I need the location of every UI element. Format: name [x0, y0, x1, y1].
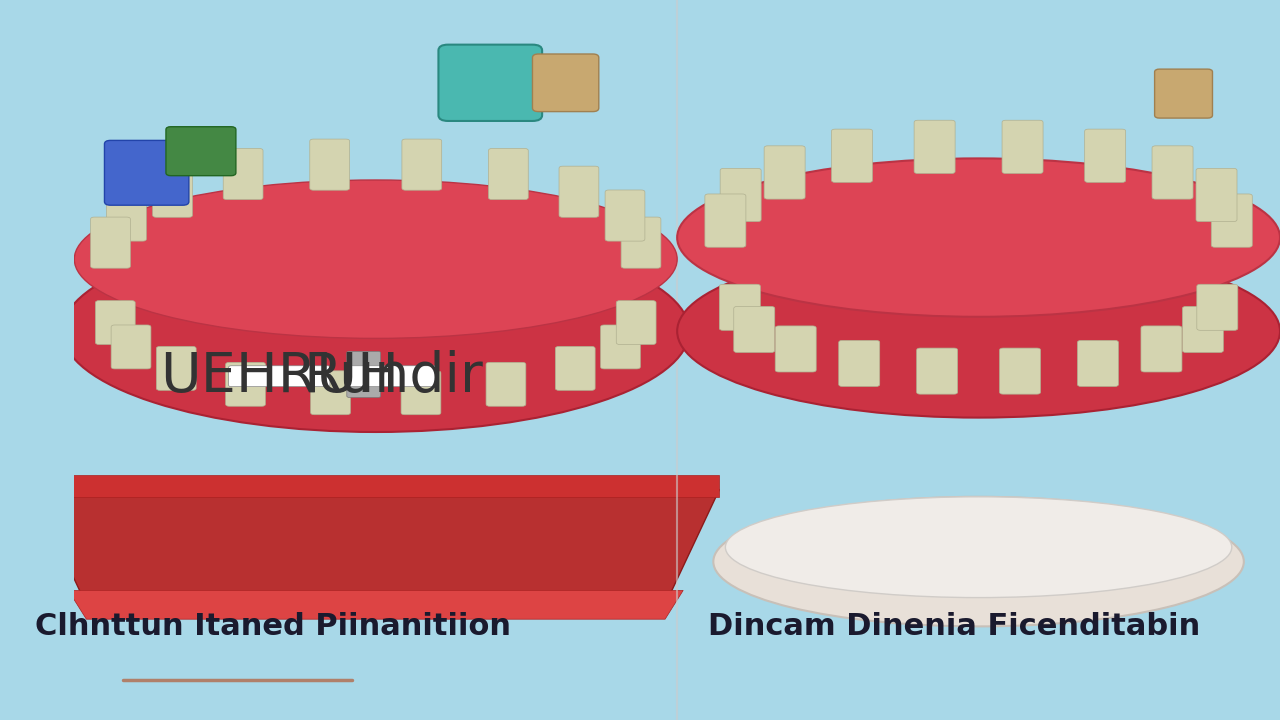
- FancyBboxPatch shape: [721, 168, 762, 222]
- Polygon shape: [68, 590, 684, 619]
- FancyBboxPatch shape: [1078, 341, 1119, 387]
- FancyBboxPatch shape: [349, 366, 439, 387]
- FancyBboxPatch shape: [733, 307, 774, 353]
- FancyBboxPatch shape: [166, 127, 236, 176]
- FancyBboxPatch shape: [600, 325, 640, 369]
- FancyBboxPatch shape: [556, 346, 595, 390]
- FancyBboxPatch shape: [1196, 168, 1236, 222]
- FancyBboxPatch shape: [1000, 348, 1041, 394]
- FancyBboxPatch shape: [225, 362, 265, 406]
- FancyBboxPatch shape: [1084, 129, 1125, 182]
- FancyBboxPatch shape: [1211, 194, 1252, 247]
- FancyBboxPatch shape: [916, 348, 957, 394]
- FancyBboxPatch shape: [402, 139, 442, 190]
- FancyBboxPatch shape: [705, 194, 746, 247]
- FancyBboxPatch shape: [1140, 326, 1181, 372]
- FancyBboxPatch shape: [152, 166, 192, 217]
- FancyBboxPatch shape: [832, 129, 873, 182]
- Polygon shape: [32, 475, 719, 497]
- FancyBboxPatch shape: [1155, 69, 1212, 118]
- FancyBboxPatch shape: [776, 326, 817, 372]
- Text: Dincam Dinenia Ficenditabin: Dincam Dinenia Ficenditabin: [708, 612, 1201, 641]
- FancyBboxPatch shape: [401, 371, 440, 415]
- FancyBboxPatch shape: [223, 148, 262, 199]
- FancyBboxPatch shape: [106, 190, 146, 241]
- FancyBboxPatch shape: [489, 148, 529, 199]
- Polygon shape: [32, 490, 719, 605]
- FancyBboxPatch shape: [1183, 307, 1224, 353]
- Ellipse shape: [677, 158, 1280, 317]
- Ellipse shape: [677, 245, 1280, 418]
- Ellipse shape: [726, 497, 1231, 598]
- FancyBboxPatch shape: [605, 190, 645, 241]
- FancyBboxPatch shape: [764, 146, 805, 199]
- Text: UEHRUH: UEHRUH: [160, 349, 399, 403]
- FancyBboxPatch shape: [439, 45, 543, 121]
- FancyBboxPatch shape: [719, 284, 760, 330]
- FancyBboxPatch shape: [1197, 284, 1238, 330]
- FancyBboxPatch shape: [838, 341, 879, 387]
- FancyBboxPatch shape: [1002, 120, 1043, 174]
- FancyBboxPatch shape: [229, 366, 330, 387]
- Ellipse shape: [63, 230, 689, 432]
- FancyBboxPatch shape: [105, 140, 189, 205]
- FancyBboxPatch shape: [532, 54, 599, 112]
- FancyBboxPatch shape: [96, 301, 136, 344]
- FancyBboxPatch shape: [156, 346, 196, 390]
- FancyBboxPatch shape: [621, 217, 660, 269]
- FancyBboxPatch shape: [311, 371, 351, 415]
- FancyBboxPatch shape: [559, 166, 599, 217]
- FancyBboxPatch shape: [310, 139, 349, 190]
- Ellipse shape: [74, 180, 677, 338]
- FancyBboxPatch shape: [616, 301, 657, 344]
- FancyBboxPatch shape: [91, 217, 131, 269]
- FancyBboxPatch shape: [914, 120, 955, 174]
- FancyBboxPatch shape: [111, 325, 151, 369]
- Text: Rundir: Rundir: [303, 349, 484, 403]
- FancyBboxPatch shape: [486, 362, 526, 406]
- Ellipse shape: [713, 497, 1244, 626]
- Text: Clhnttun Itaned Piinanitiion: Clhnttun Itaned Piinanitiion: [36, 612, 511, 641]
- FancyBboxPatch shape: [347, 351, 380, 397]
- FancyBboxPatch shape: [1152, 146, 1193, 199]
